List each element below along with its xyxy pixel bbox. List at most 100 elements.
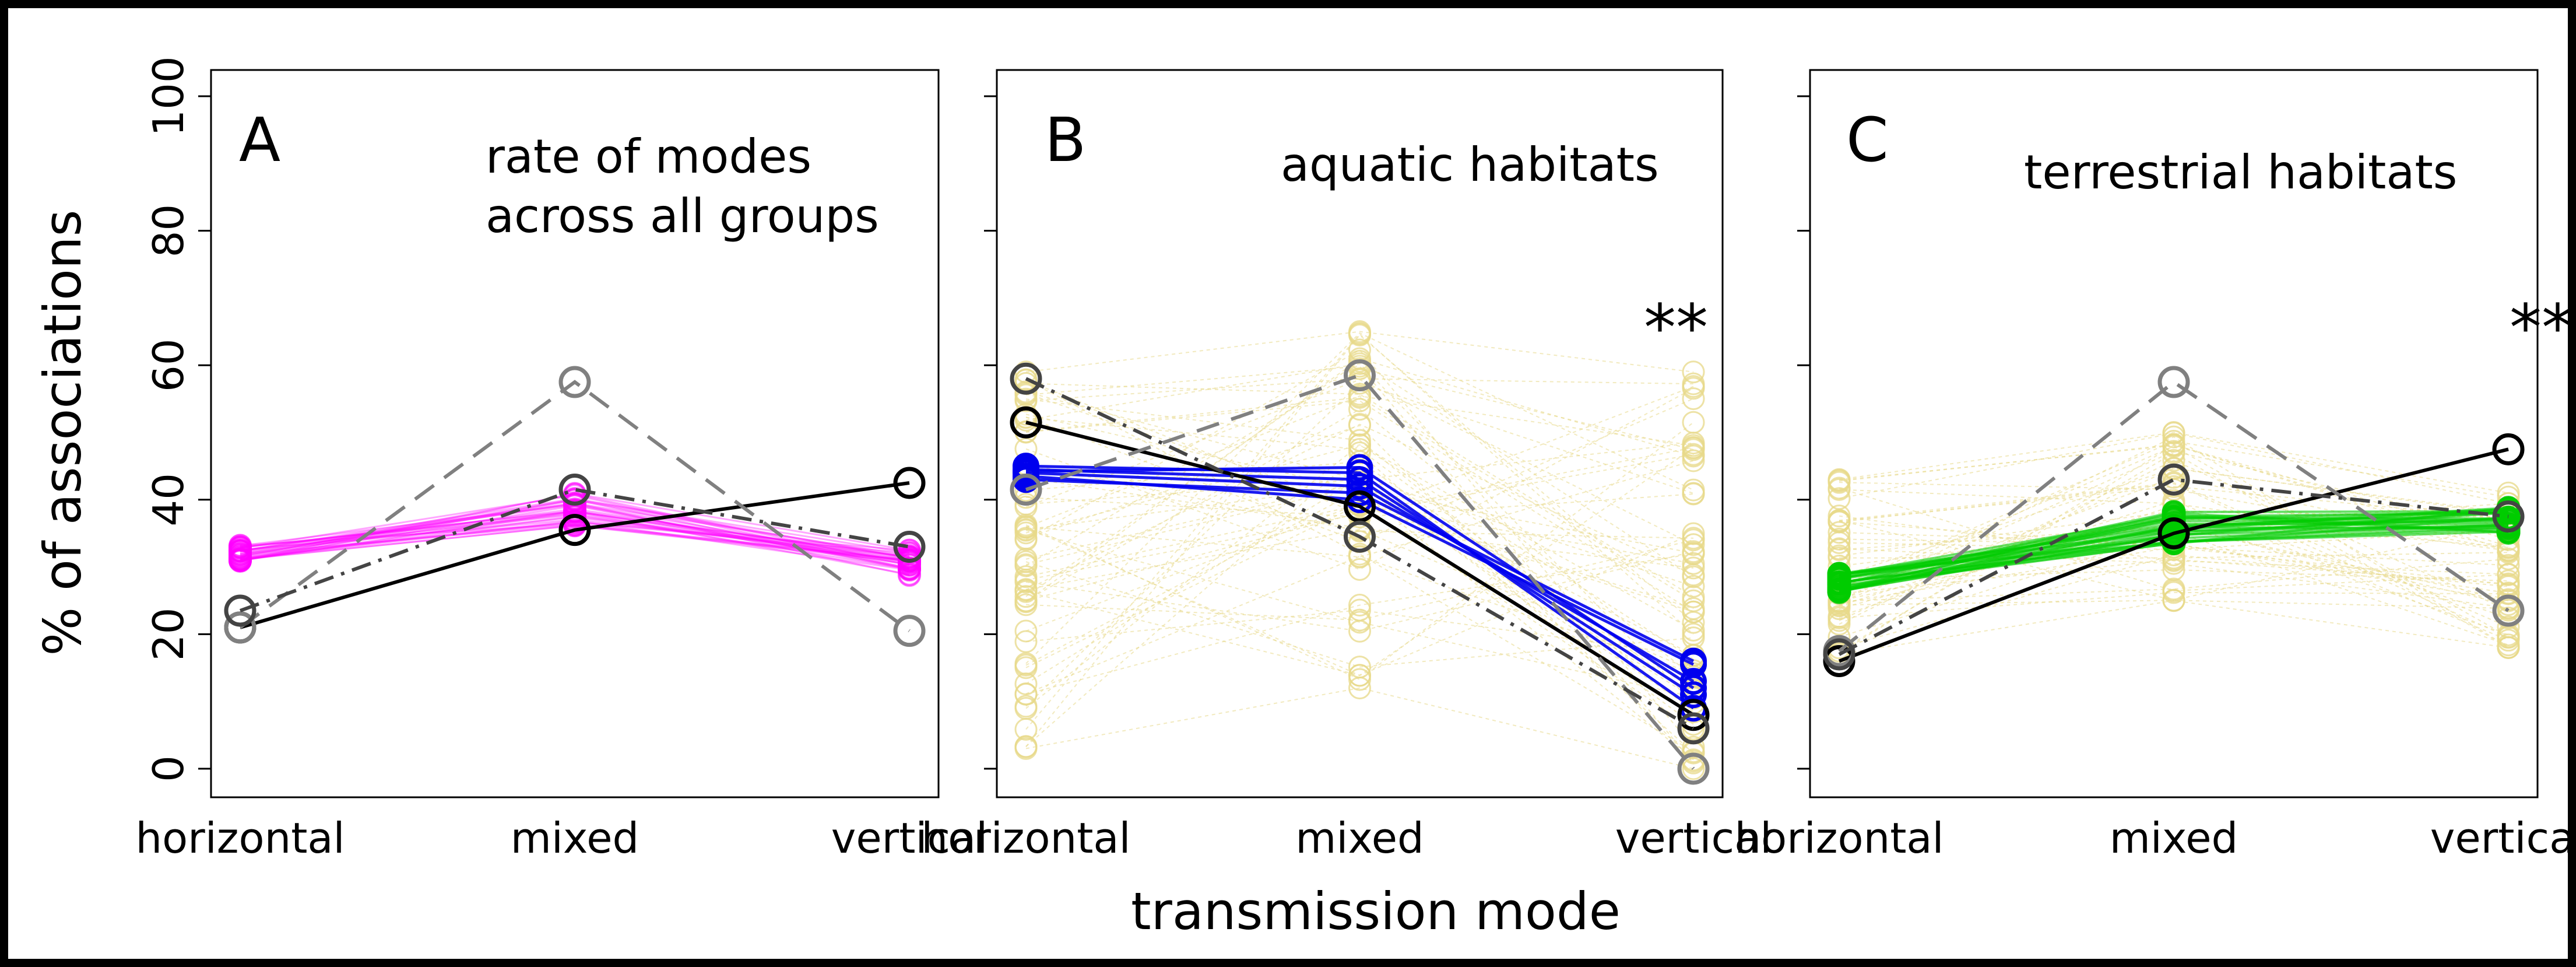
panel-b-band-13-line [1025, 379, 1694, 545]
x-axis-label: transmission mode [1131, 881, 1621, 941]
panel-a-x-tick-label-horizontal: horizontal [135, 814, 345, 863]
panel-b-band-12-line [1025, 539, 1694, 621]
panel-a-ref-dashed-point-1 [558, 366, 591, 398]
panel-a-ref-solid-point-1 [558, 514, 591, 546]
panel-c-band-6-point-0 [1828, 504, 1851, 528]
panel-c-band-42-line [1839, 520, 2509, 601]
panel-a-band-22-point-0 [229, 549, 252, 573]
panel-b-x-tick-label-vertical: vertical [1615, 814, 1772, 863]
panel-a-ref-dashed-point-0 [224, 611, 256, 644]
panel-c-highlight-19-point-0 [1827, 579, 1851, 604]
panel-c-band-30-line [1839, 468, 2509, 577]
panel-a-ref-solid-point-2 [893, 467, 926, 499]
panel-a-band-1-point-2 [898, 557, 921, 581]
panel-a-band-0-point-0 [229, 538, 252, 562]
panel-a-band-18-point-0 [229, 545, 252, 569]
panel-a: 0 20 40 60 80 100 horizontal mixed vertical A ra… [135, 56, 987, 863]
panel-a-x-tick-label-vertical: vertical [831, 814, 987, 863]
panel-a-band-7-point-0 [229, 548, 252, 572]
panel-a-ref-dashed-point-2 [893, 615, 926, 647]
panel-b-band-53-point-1 [1348, 384, 1371, 408]
panel-b-band-1-point-2 [1682, 360, 1705, 384]
panel-a-band-5-point-1 [563, 491, 586, 515]
panel-a-y-tick-label-80: 80 [144, 204, 193, 258]
panel-c-significance: ** [2510, 290, 2574, 365]
panel-b-ref-dashed-line [1025, 373, 1695, 770]
panel-a-band-24-point-0 [229, 548, 252, 572]
panel-a-band-8-point-1 [563, 499, 586, 523]
panel-c-band-41-point-1 [2162, 581, 2185, 604]
panel-a-band-12-point-2 [898, 547, 921, 571]
panel-c-band-42-point-1 [2162, 588, 2185, 612]
panel-c-frame [1809, 69, 2539, 798]
panel-a-band-4-point-0 [229, 549, 252, 573]
panel-a-band-7-line [240, 510, 910, 562]
panel-a-band-13-point-0 [229, 544, 252, 567]
panel-b-title: aquatic habitats [1281, 138, 1659, 192]
panel-b-band-28-line [1025, 533, 1694, 677]
panel-a-band-8-point-0 [229, 535, 252, 559]
panel-a-band-23-point-2 [898, 552, 921, 576]
panel-a-band-25-point-0 [229, 542, 252, 566]
panel-b-band-38-point-2 [1682, 527, 1705, 550]
panel-b-x-tick-label-horizontal: horizontal [921, 814, 1130, 863]
panel-b-band-50-point-2 [1682, 600, 1705, 623]
panel-c-band-7-point-0 [1828, 487, 1851, 510]
panel-c-band-32-line [1839, 538, 2509, 594]
panel-b-band-20-line [1025, 358, 1694, 602]
panel-a-band-3-point-0 [229, 542, 252, 566]
panel-a-plot: 0 20 40 60 80 100 horizontal mixed vertical [135, 56, 987, 863]
panel-c-band-40-point-2 [2497, 615, 2520, 639]
panel-c-band-35-point-2 [2497, 629, 2520, 652]
panel-b-band-33-point-2 [1682, 377, 1705, 400]
panel-c-band-12-point-2 [2497, 553, 2520, 577]
panel-b-ref-dashdot-point-2 [1677, 712, 1710, 745]
panel-a-band-1-point-0 [229, 544, 252, 568]
panel-a-band-12-point-1 [563, 497, 586, 521]
panel-b-band-59-line [1025, 334, 1694, 747]
panel-a-band-19-point-0 [229, 548, 252, 572]
panel-c-band-28-line [1839, 446, 2509, 637]
panel-a-band-7-point-1 [563, 499, 586, 523]
panel-b-band-56-point-0 [1014, 513, 1038, 537]
panel-b-band-55-line [1025, 382, 1694, 707]
panel-b-band-59-point-0 [1014, 735, 1038, 758]
panel-c-ref-dashdot-point-0 [1823, 638, 1855, 671]
panel-c-highlight-24-point-0 [1827, 563, 1851, 587]
panel-b-band-39-point-1 [1348, 429, 1371, 452]
panel-a-band-2-point-0 [229, 546, 252, 570]
panel-c: horizontal mixed vertical C terrestrial ha… [1734, 69, 2576, 863]
panel-b-band-18-point-0 [1014, 630, 1038, 653]
panel-b-band-25-line [1025, 444, 1694, 631]
panel-a-band-27-point-0 [229, 534, 252, 558]
panel-b-band-57-line [1025, 477, 1694, 569]
panel-a-band-17-line [240, 521, 910, 560]
panel-b-band-48-point-2 [1682, 563, 1705, 587]
panel-a-y-tick-label-100: 100 [144, 56, 193, 136]
panel-b-band-46-point-0 [1014, 527, 1038, 550]
panel-c-band-12-line [1839, 546, 2509, 604]
panel-b-band-44-line [1025, 482, 1694, 656]
panel-a-band-3-point-1 [563, 491, 586, 515]
panel-c-band-33-line [1839, 444, 2509, 654]
panel-b-band-47-line [1025, 363, 1694, 704]
y-axis-label: % of associations [33, 209, 93, 656]
panel-a-band-29-line [240, 497, 910, 559]
panel-a-band-6-point-1 [563, 484, 586, 507]
panel-b-ref-dashdot-line [1025, 377, 1695, 730]
panel-c-ref-dashdot-point-1 [2157, 463, 2190, 496]
panel-a-band-8-line [240, 510, 910, 563]
panel-c-ref-dashed-point-2 [2492, 594, 2525, 627]
panel-b-band-46-line [1025, 425, 1694, 762]
panel-a-band-20-point-1 [563, 505, 586, 529]
panel-b-band-38-line [1025, 463, 1694, 539]
panel-b-band-33-point-1 [1348, 558, 1371, 581]
panel-a-frame [210, 69, 940, 798]
panel-a-ref-dashed-line [239, 380, 911, 633]
panel-a-band-2-line [240, 520, 910, 571]
panel-b-band-4-point-2 [1682, 449, 1705, 472]
panel-b-band-53-point-2 [1682, 434, 1705, 457]
panel-b-band-48-point-1 [1348, 413, 1371, 436]
panel-c-band-18-point-1 [2162, 425, 2185, 449]
panel-a-band-12-line [240, 508, 910, 560]
